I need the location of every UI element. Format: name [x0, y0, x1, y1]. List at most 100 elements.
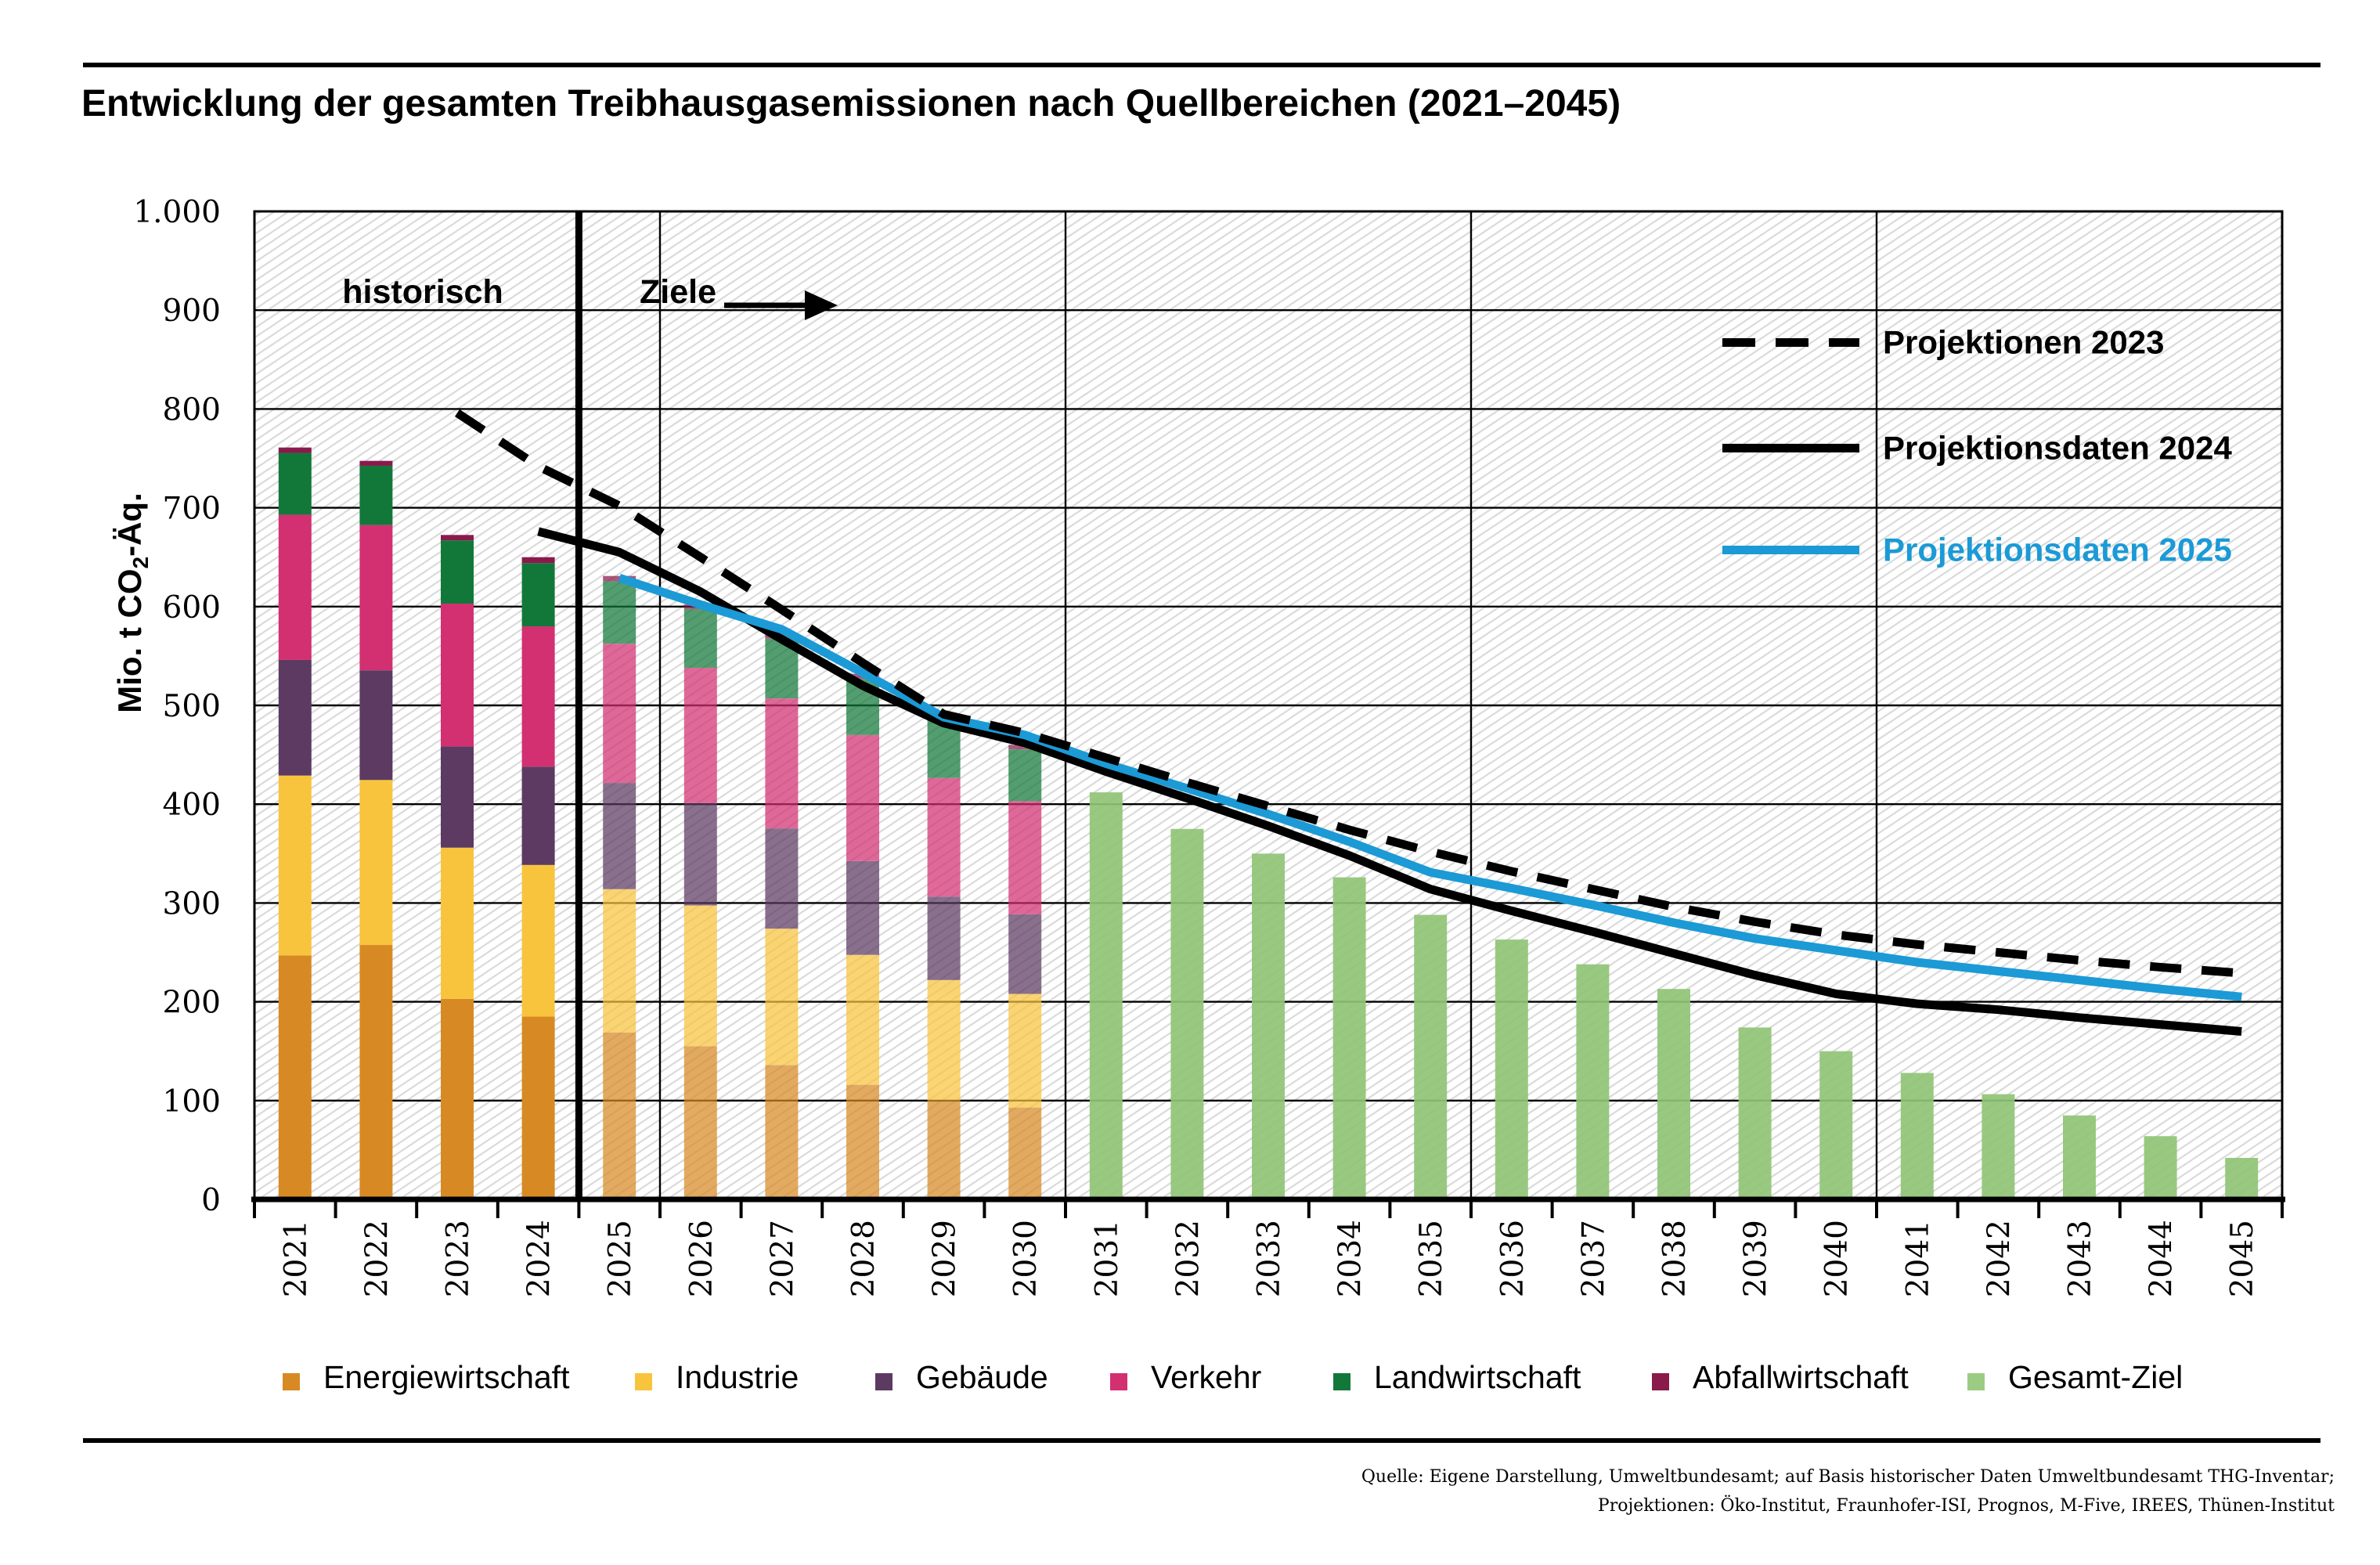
x-tick-label: 2040: [1819, 1220, 1855, 1297]
x-tick-label: 2034: [1333, 1220, 1368, 1297]
legend-swatch-Landwirtschaft: [1333, 1373, 1350, 1390]
x-tick-label: 2023: [441, 1220, 476, 1297]
goal-bar-2045: [2225, 1157, 2259, 1199]
bar-segment-Industrie: [603, 889, 636, 1033]
bar-segment-Industrie: [846, 954, 879, 1085]
bar-segment-Landwirtschaft: [278, 453, 312, 515]
line-legend: Projektionen 2023 Projektionsdaten 2024 Pr…: [1722, 324, 2232, 568]
bar-segment-Verkehr: [441, 604, 474, 747]
bar-segment-Verkehr: [927, 777, 961, 897]
bar-segment-Energiewirtschaft: [521, 1016, 555, 1199]
legend-label: Gebäude: [916, 1359, 1048, 1395]
stacked-bar-2026: [683, 604, 717, 1199]
bar-segment-Verkehr: [683, 668, 717, 803]
x-tick-label: 2035: [1414, 1220, 1449, 1297]
legend-swatch-Verkehr: [1110, 1373, 1127, 1390]
y-tick-label: 400: [163, 788, 221, 823]
x-tick-label: 2032: [1170, 1220, 1206, 1297]
y-tick-label: 800: [163, 392, 221, 427]
bar-segment-Industrie: [765, 929, 799, 1066]
bar-segment-Energiewirtschaft: [1008, 1107, 1042, 1199]
y-tick-label: 700: [163, 492, 221, 527]
page-title: Entwicklung der gesamten Treibhausgasemi…: [81, 83, 1621, 124]
bar-segment-Industrie: [927, 979, 961, 1101]
legend-label: Abfallwirtschaft: [1693, 1359, 1909, 1395]
goal-bar-2043: [2063, 1115, 2096, 1199]
goal-bar-2041: [1900, 1073, 1934, 1199]
x-tick-label: 2042: [1982, 1220, 2017, 1297]
y-tick-label: 300: [163, 886, 221, 921]
x-tick-label: 2039: [1739, 1220, 1774, 1297]
bar-segment-Energiewirtschaft: [359, 945, 393, 1199]
legend-swatch-Gesamt-Ziel: [1967, 1373, 1985, 1390]
series-legend: Energiewirtschaft Industrie Gebäude Verkehr…: [283, 1359, 2183, 1395]
bar-segment-Gebäude: [846, 860, 879, 955]
top-rule: [83, 63, 2320, 67]
bar-segment-Gebäude: [683, 802, 717, 906]
legend-swatch-Industrie: [635, 1373, 652, 1390]
bar-segment-Verkehr: [846, 734, 879, 861]
stacked-bar-2030: [1008, 745, 1042, 1199]
x-tick-label: 2027: [765, 1220, 800, 1297]
goal-bar-2036: [1495, 939, 1528, 1199]
stacked-bar-2023: [441, 535, 474, 1199]
x-tick-label: 2024: [522, 1220, 557, 1297]
bar-segment-Verkehr: [359, 525, 393, 671]
x-tick-label: 2031: [1090, 1220, 1125, 1297]
bar-segment-Landwirtschaft: [683, 608, 717, 669]
legend-label: Gesamt-Ziel: [2008, 1359, 2183, 1395]
legend-label: Industrie: [676, 1359, 799, 1395]
goal-bar-2042: [1982, 1094, 2015, 1199]
legend-swatch-Abfallwirtschaft: [1652, 1373, 1669, 1390]
bar-segment-Abfallwirtschaft: [278, 447, 312, 453]
bar-segment-Verkehr: [603, 644, 636, 784]
bars: [278, 447, 2259, 1199]
x-tick-label: 2029: [928, 1220, 963, 1297]
bar-segment-Landwirtschaft: [441, 540, 474, 604]
goal-bar-2040: [1819, 1051, 1853, 1199]
bar-segment-Landwirtschaft: [1008, 749, 1042, 802]
x-tick-label: 2033: [1252, 1220, 1287, 1297]
y-tick-label: 0: [201, 1183, 221, 1218]
x-tick-label: 2021: [279, 1220, 314, 1297]
bar-segment-Industrie: [278, 775, 312, 956]
line-Projektionsdaten 2025: [618, 573, 2242, 1001]
bar-segment-Abfallwirtschaft: [521, 557, 555, 564]
line-Projektionsdaten 2024: [537, 527, 2242, 1036]
legend-swatch-Energiewirtschaft: [283, 1373, 300, 1390]
x-tick-label: 2043: [2063, 1220, 2098, 1297]
bar-segment-Energiewirtschaft: [603, 1032, 636, 1199]
x-tick-label: 2025: [603, 1220, 638, 1297]
source-note-line1: Quelle: Eigene Darstellung, Umweltbundes…: [1361, 1467, 2335, 1487]
x-tick-label: 2044: [2144, 1220, 2180, 1297]
source-note-line2: Projektionen: Öko-Institut, Fraunhofer-I…: [1598, 1495, 2335, 1516]
stacked-bar-2029: [927, 716, 961, 1199]
bar-segment-Gebäude: [927, 896, 961, 980]
stacked-bar-2025: [603, 575, 636, 1199]
x-tick-labels: 2021 2022 2023 2024 2025 2026 2027 2028 2029 2030…: [279, 1220, 2260, 1297]
bar-segment-Gebäude: [359, 670, 393, 781]
bar-segment-Landwirtschaft: [603, 581, 636, 644]
bar-segment-Industrie: [1008, 993, 1042, 1108]
bar-segment-Abfallwirtschaft: [359, 460, 393, 466]
bar-segment-Verkehr: [521, 626, 555, 767]
stacked-bar-2024: [521, 557, 555, 1199]
bar-segment-Verkehr: [765, 698, 799, 829]
bar-segment-Verkehr: [1008, 801, 1042, 914]
bar-segment-Industrie: [441, 847, 474, 999]
line-Projektionen 2023: [454, 409, 2242, 978]
bar-segment-Gebäude: [278, 659, 312, 776]
bar-segment-Gebäude: [1008, 914, 1042, 994]
bar-segment-Gebäude: [765, 828, 799, 929]
x-tick-label: 2026: [684, 1220, 719, 1297]
bar-segment-Energiewirtschaft: [441, 998, 474, 1199]
bar-segment-Energiewirtschaft: [765, 1065, 799, 1199]
bar-segment-Landwirtschaft: [521, 563, 555, 627]
goal-bar-2031: [1089, 792, 1123, 1199]
goal-bar-2033: [1252, 853, 1285, 1199]
bar-segment-Industrie: [683, 905, 717, 1047]
bar-segment-Gebäude: [521, 766, 555, 865]
bar-segment-Gebäude: [441, 746, 474, 848]
